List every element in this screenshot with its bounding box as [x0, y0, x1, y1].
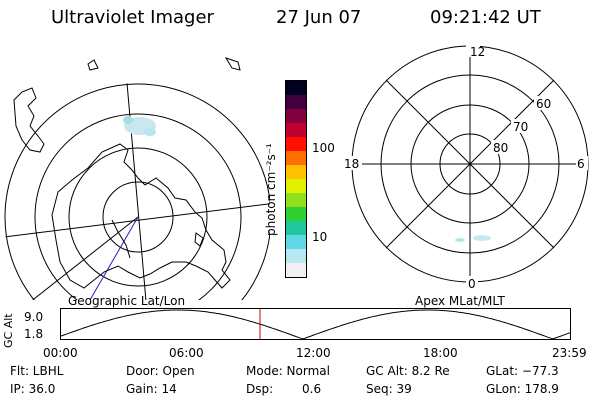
- colorbar-segment: [286, 109, 306, 123]
- orbit-plot-frame: [60, 308, 571, 340]
- status-mode: Mode: Normal: [246, 364, 330, 378]
- status-glon: GLon: 178.9: [486, 382, 559, 396]
- orbit-altitude-plot: [60, 308, 572, 340]
- status-door: Door: Open: [126, 364, 195, 378]
- mlt-label-6: 6: [577, 157, 585, 171]
- geo-terminator-line: [89, 216, 139, 300]
- colorbar-segment: [286, 263, 306, 277]
- colorbar-segment: [286, 193, 306, 207]
- colorbar-segment: [286, 249, 306, 263]
- geo-meridian-line: [19, 216, 139, 300]
- colorbar-segment: [286, 165, 306, 179]
- colorbar-tick-10: 10: [312, 230, 328, 244]
- colorbar-segment: [286, 207, 306, 221]
- geo-latitude-circle: [34, 113, 242, 300]
- colorbar-segment: [286, 81, 306, 95]
- colorbar-tick-100: 100: [312, 141, 335, 155]
- status-ip: IP: 36.0: [10, 382, 56, 396]
- status-seq: Seq: 39: [366, 382, 412, 396]
- orbit-y-min: 1.8: [24, 327, 44, 341]
- colorbar-unit-label: photon cm⁻²s⁻¹: [264, 143, 278, 236]
- apex-mlt-diagonal: [385, 79, 555, 249]
- colorbar: [285, 80, 307, 278]
- apex-panel-caption: Apex MLat/MLT: [415, 294, 505, 308]
- colorbar-segment: [286, 151, 306, 165]
- orbit-x-tick-1200: 12:00: [296, 346, 331, 360]
- orbit-altitude-curve: [60, 309, 572, 340]
- colorbar-segment: [286, 95, 306, 109]
- antarctica-coastline: [51, 143, 231, 289]
- mlat-label-80: 80: [493, 141, 508, 155]
- status-gain: Gain: 14: [126, 382, 177, 396]
- status-dsp-label: Dsp:: [246, 382, 274, 396]
- colorbar-segment: [286, 123, 306, 137]
- geo-latitude-circle-inner: [102, 181, 174, 253]
- aurora-emission-apex: [455, 235, 491, 242]
- orbit-x-tick-1800: 18:00: [423, 346, 458, 360]
- mlt-label-0: 0: [468, 277, 476, 291]
- geo-panel-caption: Geographic Lat/Lon: [68, 294, 186, 308]
- aurora-emission: [123, 116, 156, 136]
- status-filter: Flt: LBHL: [10, 364, 64, 378]
- colorbar-segment: [286, 221, 306, 235]
- geographic-map-panel: [4, 57, 270, 300]
- status-glat: GLat: −77.3: [486, 364, 559, 378]
- status-dsp-value: 0.6: [302, 382, 322, 396]
- mlt-label-12: 12: [470, 45, 485, 59]
- orbit-x-tick-2359: 23:59: [552, 346, 587, 360]
- orbit-y-label: GC Alt: [2, 313, 15, 348]
- status-gc-alt: GC Alt: 8.2 Re: [366, 364, 450, 378]
- mlat-label-70: 70: [513, 120, 528, 134]
- geo-meridian-line: [4, 199, 270, 241]
- orbit-y-max: 9.0: [24, 310, 44, 324]
- geo-meridian-line: [124, 83, 153, 300]
- date-label: 27 Jun 07: [276, 7, 362, 28]
- orbit-x-tick-0000: 00:00: [43, 346, 78, 360]
- australia-coastline: [13, 57, 241, 153]
- colorbar-segment: [286, 137, 306, 151]
- colorbar-segment: [286, 235, 306, 249]
- geo-latitude-circle-outer: [4, 83, 270, 300]
- colorbar-segment: [286, 179, 306, 193]
- orbit-x-tick-0600: 06:00: [169, 346, 204, 360]
- app-title: Ultraviolet Imager: [51, 7, 214, 28]
- time-label: 09:21:42 UT: [430, 7, 541, 28]
- geo-latitude-circle: [68, 147, 208, 287]
- mlat-label-60: 60: [536, 97, 551, 111]
- mlt-label-18: 18: [344, 157, 359, 171]
- apex-map-panel: 12 18 6 0 60 70 80: [342, 43, 589, 291]
